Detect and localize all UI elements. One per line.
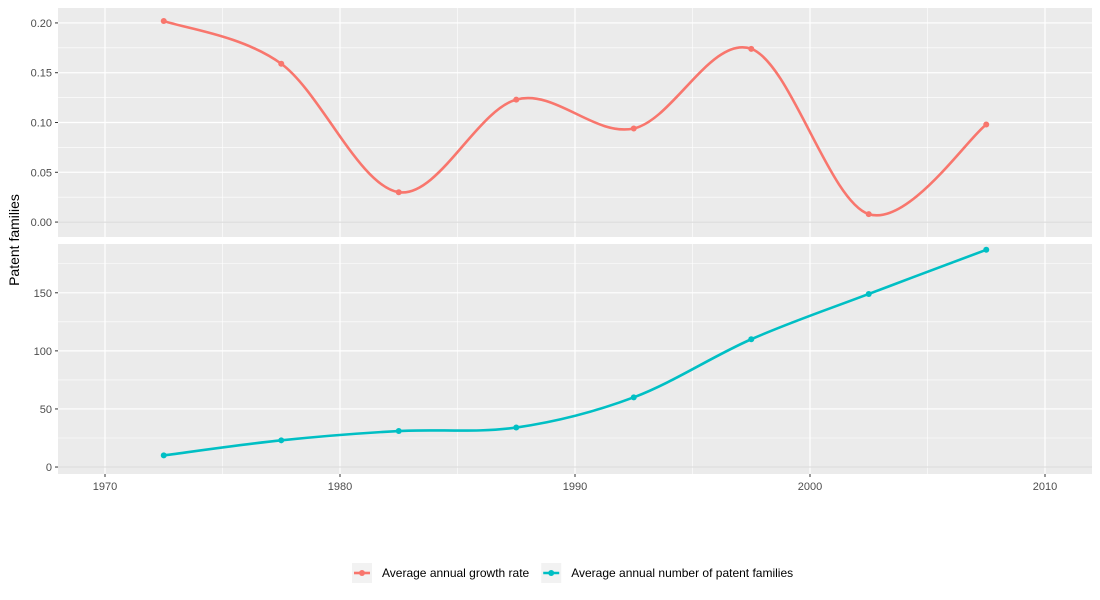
data-point <box>983 121 990 128</box>
y-tick-label: 0.15 <box>31 68 52 80</box>
data-point <box>983 246 990 253</box>
data-point <box>395 189 402 196</box>
series-line <box>163 19 988 217</box>
panel-2: 0 50 100 150 <box>34 244 1092 474</box>
legend-key-point <box>359 570 365 576</box>
panels: 0.00 0.05 0.10 0.15 0.20 0 50 100 150 <box>31 8 1092 474</box>
data-point <box>630 394 637 401</box>
y-tick-label: 150 <box>34 288 52 300</box>
data-point <box>160 452 167 459</box>
x-tick-label: 2000 <box>798 481 822 493</box>
data-point <box>160 17 167 24</box>
data-point <box>513 96 520 103</box>
data-point <box>630 125 637 132</box>
y-tick-label: 0.05 <box>31 167 52 179</box>
data-point <box>278 60 285 67</box>
data-point <box>865 290 872 297</box>
x-axis: 1970 1980 1990 2000 2010 <box>93 474 1057 493</box>
x-tick-label: 1990 <box>563 481 587 493</box>
panel-1: 0.00 0.05 0.10 0.15 0.20 <box>31 8 1092 237</box>
data-point <box>395 428 402 435</box>
x-tick-label: 2010 <box>1033 481 1057 493</box>
data-point <box>278 437 285 444</box>
series-line <box>163 248 987 457</box>
y-tick-label: 0.10 <box>31 118 52 130</box>
data-point <box>748 336 755 343</box>
legend-item: Average annual growth rate <box>352 563 530 583</box>
data-point <box>513 424 520 431</box>
y-tick-label: 100 <box>34 346 52 358</box>
x-tick-label: 1980 <box>328 481 352 493</box>
data-point <box>748 45 755 52</box>
legend-item: Average annual number of patent families <box>541 563 793 583</box>
x-tick-label: 1970 <box>93 481 117 493</box>
legend-key-point <box>548 570 555 576</box>
legend-label: Average annual number of patent families <box>571 566 793 580</box>
y-axis-title: Patent families <box>6 194 22 286</box>
legend: Average annual growth rate Average annual… <box>352 563 793 583</box>
y-tick-label: 50 <box>40 404 52 416</box>
y-tick-label: 0.20 <box>31 18 52 30</box>
y-tick-label: 0.00 <box>31 217 52 229</box>
data-point <box>865 211 872 218</box>
legend-label: Average annual growth rate <box>382 566 530 580</box>
y-tick-label: 0 <box>46 462 52 474</box>
